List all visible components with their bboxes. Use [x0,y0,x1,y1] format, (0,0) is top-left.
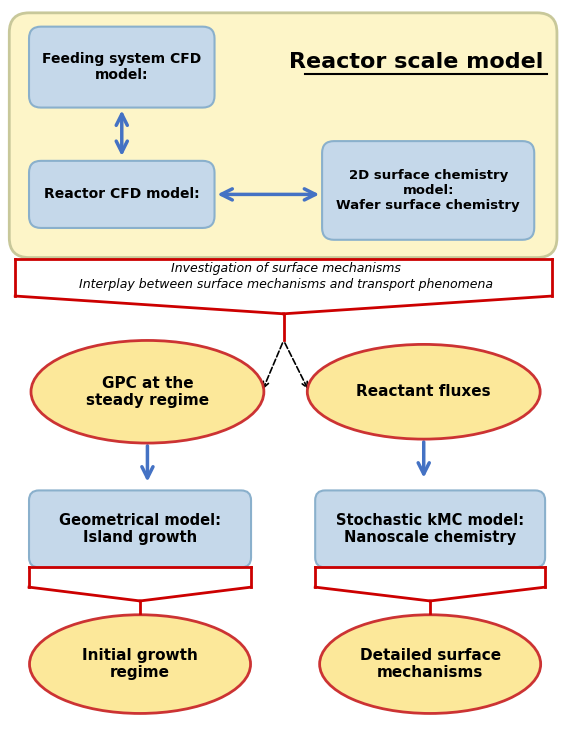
Text: Interplay between surface mechanisms and transport phenomena: Interplay between surface mechanisms and… [78,278,493,291]
Ellipse shape [29,615,250,713]
FancyBboxPatch shape [9,13,557,258]
FancyBboxPatch shape [322,141,534,240]
Text: Investigation of surface mechanisms: Investigation of surface mechanisms [171,262,400,275]
FancyBboxPatch shape [29,27,215,108]
Text: Initial growth
regime: Initial growth regime [82,648,198,681]
Text: Detailed surface
mechanisms: Detailed surface mechanisms [359,648,501,681]
Text: Feeding system CFD
model:: Feeding system CFD model: [42,52,201,82]
Ellipse shape [308,344,540,439]
Text: 2D surface chemistry
model:
Wafer surface chemistry: 2D surface chemistry model: Wafer surfac… [336,169,520,212]
Text: Reactor CFD model:: Reactor CFD model: [44,187,200,202]
Text: GPC at the
steady regime: GPC at the steady regime [86,376,209,408]
Text: Geometrical model:
Island growth: Geometrical model: Island growth [59,512,221,545]
Ellipse shape [31,341,264,443]
Ellipse shape [320,615,541,713]
Text: Stochastic kMC model:
Nanoscale chemistry: Stochastic kMC model: Nanoscale chemistr… [336,512,524,545]
FancyBboxPatch shape [29,491,251,568]
FancyBboxPatch shape [29,161,215,228]
Text: Reactant fluxes: Reactant fluxes [357,384,491,399]
FancyBboxPatch shape [315,491,545,568]
Text: Reactor scale model: Reactor scale model [288,52,543,72]
